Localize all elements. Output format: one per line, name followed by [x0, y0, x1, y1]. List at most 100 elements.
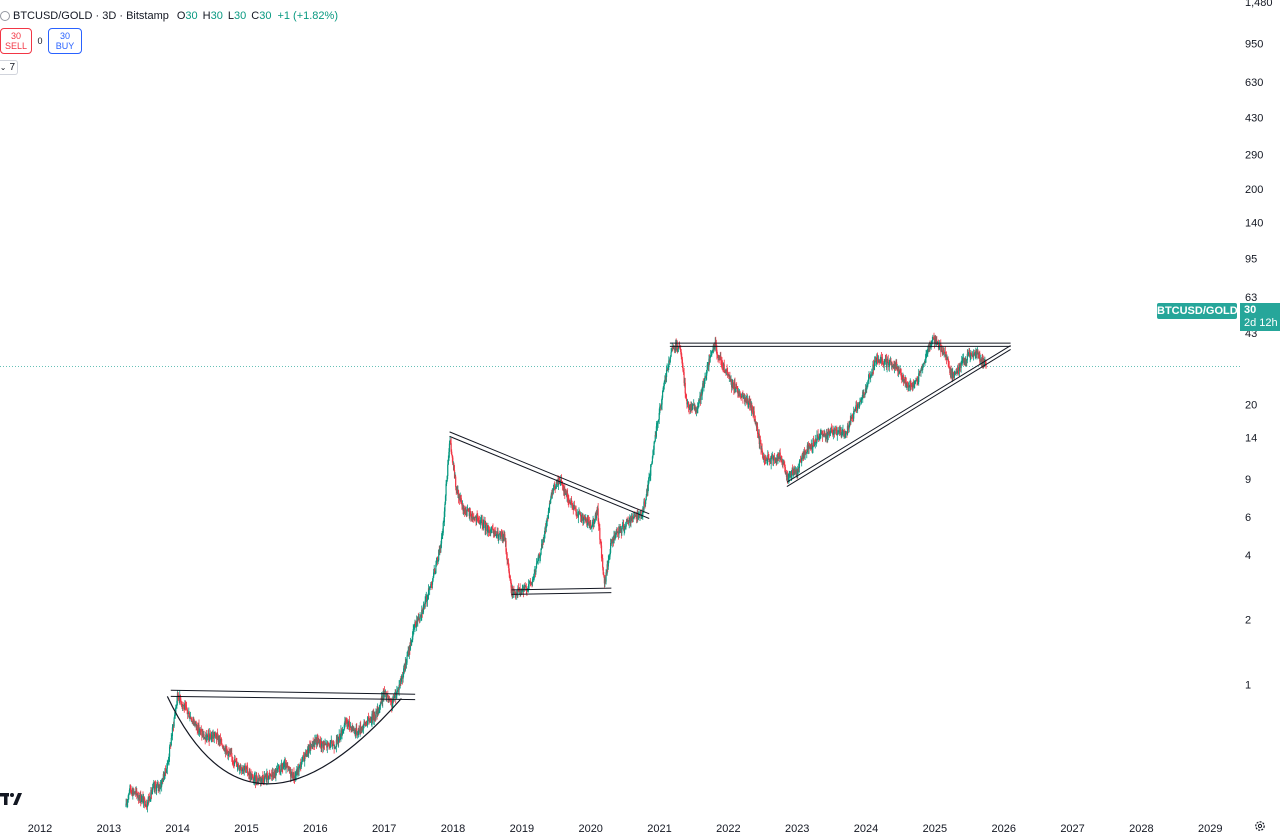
tradingview-logo-icon[interactable] [0, 792, 24, 806]
candle-body [352, 726, 354, 731]
trend-line[interactable] [786, 348, 1011, 487]
candle-body [486, 529, 488, 532]
candle-body [146, 806, 148, 808]
candle-body [875, 357, 877, 362]
trend-line[interactable] [170, 695, 416, 701]
candle-body [171, 736, 173, 738]
candle-body [390, 701, 392, 703]
candle-body [427, 596, 429, 600]
candle-body [449, 441, 452, 444]
cup-curve[interactable] [166, 696, 402, 785]
candle-body [911, 385, 913, 388]
candle-body [336, 739, 338, 741]
candle-body [561, 481, 563, 486]
candle-body [552, 487, 555, 491]
candle-body [182, 704, 184, 706]
candle-body [957, 366, 959, 371]
candle-body [734, 388, 737, 390]
trend-line[interactable] [786, 345, 1011, 483]
candle-body [446, 475, 448, 482]
candle-body [572, 505, 574, 509]
candle-body [149, 797, 151, 801]
trend-line[interactable] [511, 587, 612, 591]
y-tick-label: 6 [1245, 512, 1251, 524]
symbol-title[interactable]: BTCUSD/GOLD · 3D · Bitstamp [13, 10, 169, 22]
x-tick-label: 2025 [923, 823, 947, 833]
candle-body [762, 452, 764, 458]
candle-body [862, 391, 864, 395]
trend-line[interactable] [449, 431, 650, 515]
candle-body [424, 600, 426, 608]
candle-body [943, 352, 945, 354]
candle-body [539, 556, 541, 558]
candle-body [127, 795, 129, 800]
symbol-price-tag[interactable]: BTCUSD/GOLD [1157, 303, 1238, 319]
y-tick-label: 63 [1245, 292, 1257, 304]
candle-body [548, 503, 551, 511]
trend-line[interactable] [170, 689, 416, 695]
candle-body [274, 771, 276, 773]
low-key: L [227, 10, 234, 22]
candle-body [513, 590, 515, 592]
candle-body [836, 429, 838, 436]
candle-body [433, 572, 435, 578]
candle-body [231, 752, 233, 757]
candle-body [353, 729, 355, 731]
candle-body [175, 707, 177, 713]
candle-body [129, 785, 132, 790]
candle-body [712, 344, 715, 351]
gear-icon[interactable] [1254, 820, 1266, 832]
candle-body [632, 517, 634, 520]
symbol-logo-icon[interactable] [0, 11, 10, 21]
candle-body [567, 498, 569, 500]
candle-body [582, 515, 584, 521]
candle-body [326, 742, 328, 748]
candle-body [908, 385, 910, 387]
trend-line[interactable] [449, 435, 650, 519]
candle-body [142, 796, 145, 804]
candle-body [210, 737, 213, 740]
candle-body [128, 789, 131, 794]
candle-body [177, 692, 179, 696]
candle-body [637, 515, 639, 520]
candle-body [851, 414, 854, 419]
candle-body [824, 434, 826, 437]
candle-body [832, 432, 834, 436]
candle-body [665, 369, 668, 378]
candle-body [689, 408, 691, 410]
candle-body [926, 353, 928, 355]
trend-line[interactable] [511, 592, 612, 595]
candle-body [302, 755, 305, 758]
candle-body [431, 584, 433, 586]
candle-body [651, 456, 654, 463]
candle-body [500, 532, 503, 535]
time-axis[interactable]: 2012 2013 2014 2015 2016 2017 2018 2019 2020 2021… [28, 823, 1223, 833]
candle-body [287, 765, 289, 768]
candle-body [156, 784, 158, 786]
candle-body [430, 583, 432, 587]
candle-body [442, 532, 444, 535]
candle-body [860, 398, 862, 402]
candle-body [849, 420, 851, 425]
candle-body [846, 425, 849, 435]
high-value: 30 [210, 10, 223, 22]
last-price-box[interactable]: 30 2d 12h [1240, 303, 1280, 331]
candle-body [905, 378, 907, 382]
candle-body [656, 422, 659, 426]
candle-body [542, 539, 544, 545]
candle-body [553, 484, 555, 488]
buy-button[interactable]: 30 BUY [48, 28, 82, 54]
candle-body [608, 557, 610, 560]
candle-body [926, 354, 928, 356]
sell-button[interactable]: 30 SELL [0, 28, 32, 54]
candle-body [469, 512, 471, 516]
candle-body [573, 504, 576, 509]
candle-body [864, 388, 867, 395]
trend-drawings[interactable] [166, 342, 1011, 785]
candle-body [179, 694, 181, 700]
candle-body [427, 588, 430, 597]
indicators-toggle[interactable]: ⌄ 7 [0, 60, 18, 75]
candle-body [686, 399, 688, 405]
